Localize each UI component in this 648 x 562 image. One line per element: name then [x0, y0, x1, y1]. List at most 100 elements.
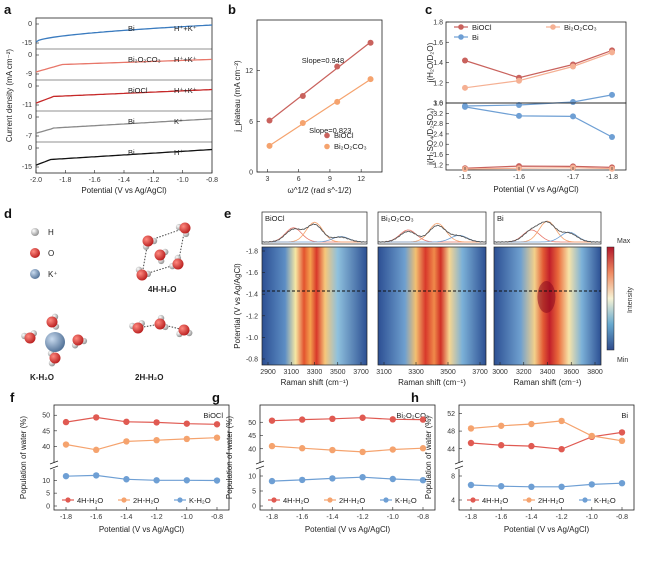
x-tick-label: -1.4 — [525, 514, 537, 521]
y-tick-label: 0 — [28, 145, 32, 152]
x-tick-label: 3400 — [540, 369, 556, 376]
raman-spectrum — [494, 221, 601, 242]
oxygen-atom — [173, 259, 184, 270]
y-tick-label: 40 — [42, 444, 50, 451]
spectrum-title: BiOCl — [265, 214, 285, 223]
legend-label: Bi₂O₂CO₃ — [334, 142, 367, 151]
y-tick-label: -0.8 — [246, 357, 258, 364]
data-point — [299, 416, 305, 422]
x-tick-label: -1.8 — [59, 177, 71, 184]
data-point — [528, 421, 534, 427]
y-axis-label: j(H₂O/D₂O) — [426, 42, 435, 83]
y-tick-label: -1.6 — [246, 270, 258, 277]
x-tick-label: -1.2 — [147, 177, 159, 184]
legend-label: Bi — [472, 33, 479, 42]
legend-label: 2H-H₂O — [538, 496, 564, 505]
x-tick-label: 3100 — [376, 369, 392, 376]
y-axis-label: Population of water (%) — [19, 416, 28, 499]
data-point — [558, 446, 564, 452]
y-tick-label: -1.2 — [246, 313, 258, 320]
data-point — [468, 425, 474, 431]
data-point — [214, 477, 220, 483]
series-line — [465, 107, 612, 137]
x-tick-label: 3600 — [563, 369, 579, 376]
data-point — [528, 443, 534, 449]
y-tick-label: 52 — [447, 411, 455, 418]
series-line — [471, 421, 622, 441]
figure-canvas: a0-15Bi H⁺+K⁺0-9Bi₂O₂CO₃ H⁺+K⁺0-11BiOCl H⁺+… — [0, 0, 648, 562]
legend-marker — [550, 24, 556, 30]
legend-marker — [121, 497, 126, 502]
y-tick-label: 45 — [248, 433, 256, 440]
panel-label-b: b — [228, 2, 236, 17]
x-tick-label: -1.2 — [357, 514, 369, 521]
oxygen-atom — [143, 236, 154, 247]
fit-peak — [378, 230, 486, 242]
legend-label: 4H-H₂O — [77, 496, 103, 505]
x-tick-label: -1.8 — [60, 514, 72, 521]
y-tick-label: 44 — [447, 446, 455, 453]
x-tick-label: -1.5 — [459, 174, 471, 181]
panel-title: Bi — [621, 411, 628, 420]
y-tick-label: -15 — [22, 164, 32, 171]
row-material-label: Bi — [128, 24, 135, 33]
data-point — [334, 99, 340, 105]
fit-line — [270, 79, 371, 145]
y-tick-label: 1.8 — [433, 20, 443, 27]
data-point — [153, 477, 159, 483]
data-point — [516, 113, 522, 119]
data-point — [570, 113, 576, 119]
data-point — [462, 57, 468, 63]
x-tick-label: 3500 — [440, 369, 456, 376]
x-tick-label: -1.6 — [513, 174, 525, 181]
data-point — [93, 414, 99, 420]
data-point — [390, 446, 396, 452]
x-axis-label: Raman shift (cm⁻¹) — [398, 378, 466, 387]
raman-spectrum — [378, 225, 486, 242]
x-axis-label: Potential (V vs Ag/AgCl) — [504, 525, 590, 534]
x-tick-label: -1.8 — [606, 174, 618, 181]
row-electrolyte-label: H⁺ — [174, 148, 183, 157]
data-point — [329, 416, 335, 422]
series-line — [66, 417, 217, 424]
y-tick-label: 0 — [252, 504, 256, 511]
oxygen-atom — [50, 353, 61, 364]
data-point — [299, 477, 305, 483]
y-tick-label: 10 — [248, 474, 256, 481]
y-axis-label: Population of water (%) — [424, 416, 433, 499]
legend-marker — [177, 497, 182, 502]
data-point — [462, 85, 468, 91]
x-tick-label: 3000 — [492, 369, 508, 376]
panel-c-bottom-frame — [446, 103, 626, 170]
x-tick-label: -1.6 — [495, 514, 507, 521]
row-material-label: Bi — [128, 148, 135, 157]
data-point — [468, 482, 474, 488]
legend-label: 2H-H₂O — [133, 496, 159, 505]
data-point — [267, 143, 273, 149]
x-tick-label: 3200 — [516, 369, 532, 376]
legend-label: Bi₂O₂CO₃ — [564, 23, 597, 32]
y-axis-label: j(H₂SO₄/D₂SO₄) — [426, 108, 435, 166]
data-point — [63, 419, 69, 425]
data-point — [619, 429, 625, 435]
y-tick-label: 40 — [248, 446, 256, 453]
y-tick-label: 4 — [451, 498, 455, 505]
legend-marker — [327, 497, 332, 502]
x-tick-label: -1.8 — [465, 514, 477, 521]
colorbar-min-label: Min — [617, 357, 628, 364]
row-electrolyte-label: H⁺+K⁺ — [174, 24, 197, 33]
x-tick-label: -0.8 — [206, 177, 218, 184]
y-tick-label: -9 — [26, 71, 32, 78]
y-tick-label: 0 — [28, 83, 32, 90]
row-electrolyte-label: H⁺+K⁺ — [174, 86, 197, 95]
panel-f-frame — [54, 405, 229, 510]
data-point — [498, 442, 504, 448]
x-tick-label: 12 — [357, 176, 365, 183]
data-point — [359, 449, 365, 455]
current-density-curve — [36, 119, 212, 134]
x-tick-label: 6 — [297, 176, 301, 183]
x-axis-label: Potential (V vs Ag/AgCl) — [493, 185, 579, 194]
x-tick-label: -2.0 — [30, 177, 42, 184]
data-point — [63, 473, 69, 479]
legend-marker — [324, 133, 330, 139]
